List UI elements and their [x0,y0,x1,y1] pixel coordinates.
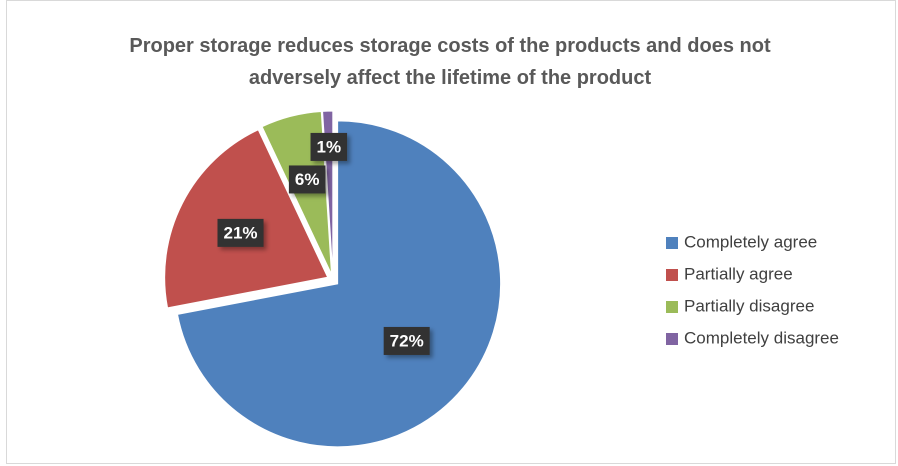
data-label-text: 6% [295,170,320,189]
data-label: 6% [288,165,326,194]
legend-label: Completely disagree [684,328,839,347]
data-label: 21% [217,218,264,247]
legend-label: Partially agree [684,264,793,283]
chart-title: Proper storage reduces storage costs of … [129,35,771,89]
data-label-text: 1% [317,137,342,156]
data-label-box [217,218,264,247]
data-label-text: 21% [223,223,257,242]
data-label: 72% [383,326,430,355]
data-label-text: 72% [390,331,424,350]
data-label-box [310,132,348,161]
pie-slice [176,120,502,448]
data-label: 1% [310,132,348,161]
chart-frame [6,0,896,464]
data-label-box [288,165,326,194]
legend-label: Partially disagree [684,296,814,315]
legend-swatch [666,301,678,313]
legend-swatch [666,269,678,281]
legend-label: Completely agree [684,232,817,251]
data-label-box [383,326,430,355]
legend-swatch [666,333,678,345]
pie-slice [164,129,329,309]
legend-swatch [666,237,678,249]
